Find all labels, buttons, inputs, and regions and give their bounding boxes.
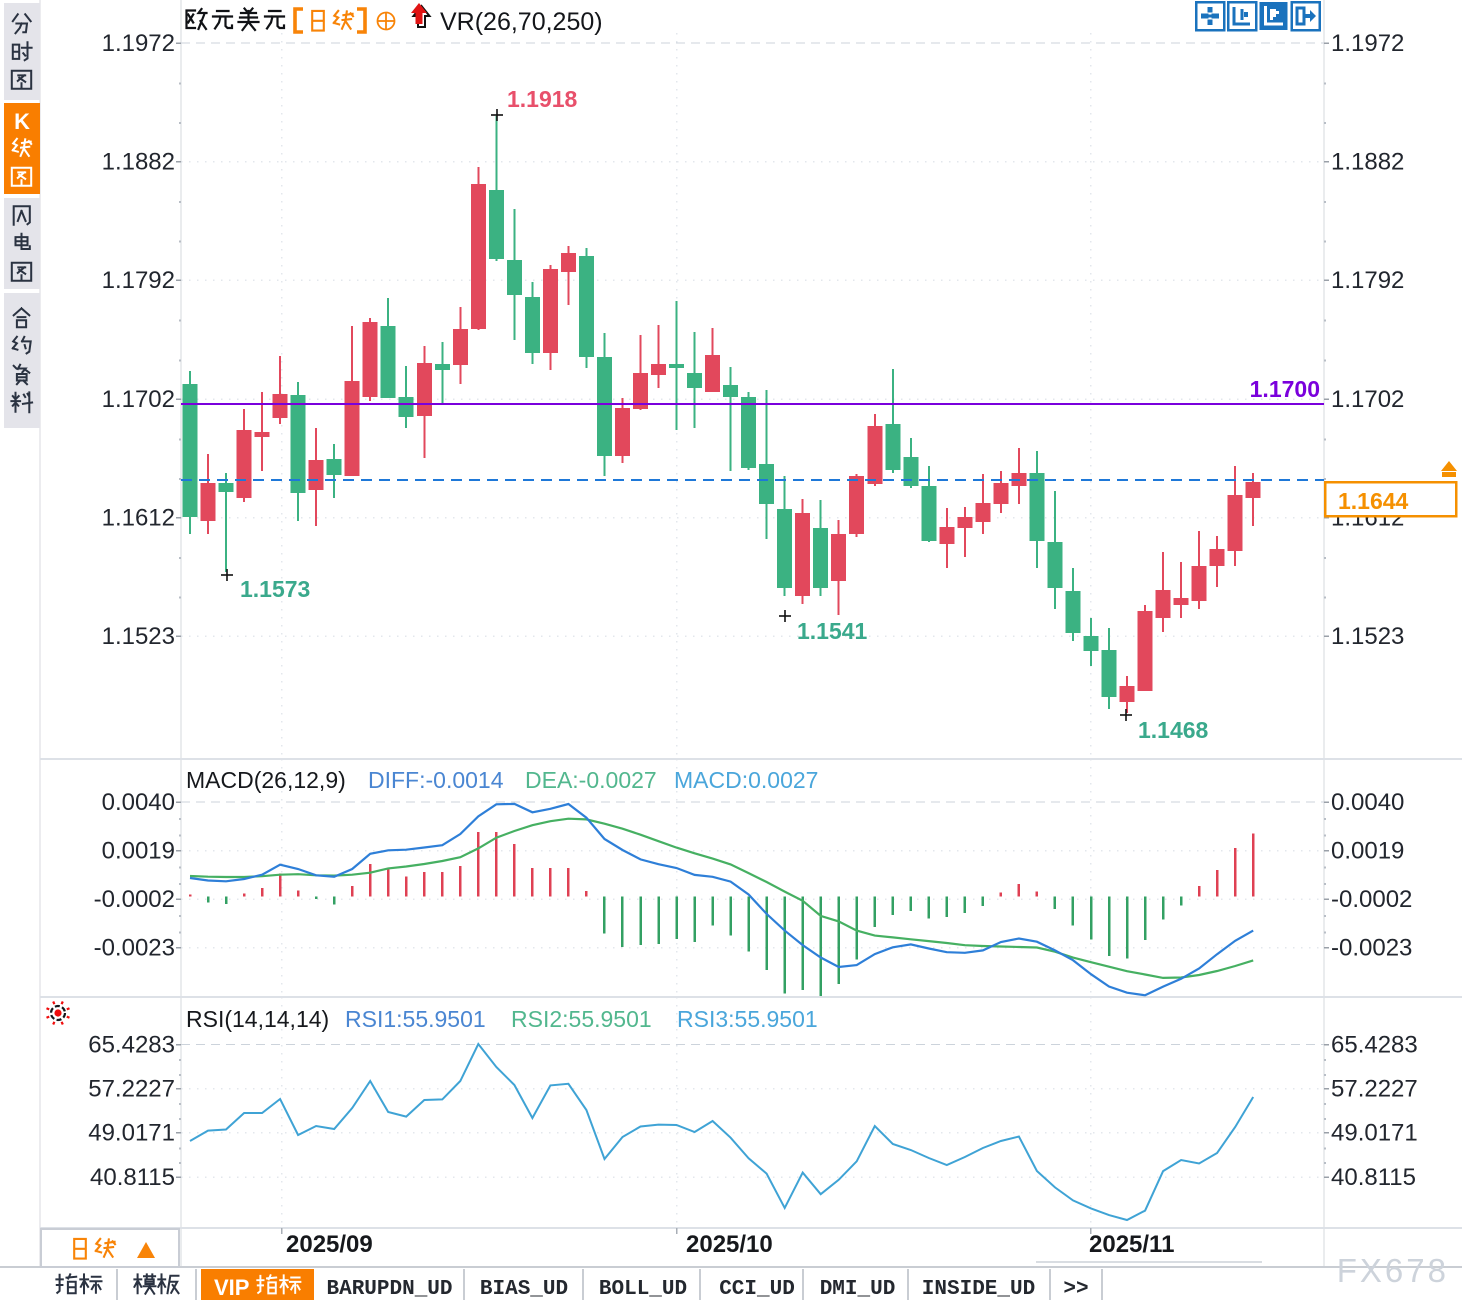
svg-text:1.1702: 1.1702 [1331,386,1404,413]
svg-text:RSI2:55.9501: RSI2:55.9501 [511,1006,652,1032]
svg-text:1.1972: 1.1972 [1331,30,1404,57]
svg-text:-0.0002: -0.0002 [94,886,175,913]
svg-text:MACD(26,12,9): MACD(26,12,9) [186,767,346,793]
svg-text:0.0040: 0.0040 [102,789,175,816]
svg-text:BIAS_UD: BIAS_UD [480,1278,568,1300]
svg-text:1.1972: 1.1972 [102,30,175,57]
svg-text:0.0040: 0.0040 [1331,789,1404,816]
svg-text:INSIDE_UD: INSIDE_UD [922,1278,1035,1300]
svg-text:1.1702: 1.1702 [102,386,175,413]
svg-text:65.4283: 65.4283 [1331,1032,1418,1059]
svg-text:-0.0023: -0.0023 [94,935,175,962]
svg-text:1.1882: 1.1882 [1331,149,1404,176]
svg-text:RSI(14,14,14): RSI(14,14,14) [186,1006,329,1032]
svg-text:40.8115: 40.8115 [90,1164,175,1191]
svg-text:57.2227: 57.2227 [1331,1076,1418,1103]
svg-text:DMI_UD: DMI_UD [820,1278,896,1300]
svg-text:1.1523: 1.1523 [102,623,175,650]
svg-text:2025/09: 2025/09 [286,1231,373,1258]
svg-text:FX678: FX678 [1337,1252,1449,1289]
svg-text:0.0019: 0.0019 [1331,838,1404,865]
svg-text:BARUPDN_UD: BARUPDN_UD [326,1278,452,1300]
svg-text:DEA:-0.0027: DEA:-0.0027 [525,767,657,793]
svg-text:1.1468: 1.1468 [1138,717,1209,743]
svg-text:RSI3:55.9501: RSI3:55.9501 [677,1006,818,1032]
svg-text:>>: >> [1063,1278,1088,1300]
svg-text:49.0171: 49.0171 [88,1120,175,1147]
svg-text:RSI1:55.9501: RSI1:55.9501 [345,1006,486,1032]
svg-text:0.0019: 0.0019 [102,838,175,865]
svg-text:40.8115: 40.8115 [1331,1164,1416,1191]
svg-text:1.1644: 1.1644 [1338,488,1409,514]
svg-text:CCI_UD: CCI_UD [719,1278,795,1300]
svg-text:65.4283: 65.4283 [88,1032,175,1059]
svg-text:1.1918: 1.1918 [507,86,578,112]
svg-text:2025/11: 2025/11 [1089,1231,1174,1258]
svg-text:VIP: VIP [214,1275,249,1300]
svg-text:DIFF:-0.0014: DIFF:-0.0014 [368,767,504,793]
svg-text:K: K [14,109,30,134]
svg-text:-0.0023: -0.0023 [1331,935,1412,962]
svg-text:1.1612: 1.1612 [102,505,175,532]
svg-text:1.1792: 1.1792 [102,267,175,294]
svg-text:BOLL_UD: BOLL_UD [599,1278,687,1300]
svg-text:VR(26,70,250): VR(26,70,250) [440,8,603,36]
svg-text:57.2227: 57.2227 [88,1076,175,1103]
svg-text:49.0171: 49.0171 [1331,1120,1418,1147]
svg-text:1.1541: 1.1541 [797,618,868,644]
svg-text:MACD:0.0027: MACD:0.0027 [674,767,818,793]
svg-text:1.1882: 1.1882 [102,149,175,176]
svg-text:1.1523: 1.1523 [1331,623,1404,650]
svg-text:-0.0002: -0.0002 [1331,886,1412,913]
svg-text:1.1792: 1.1792 [1331,267,1404,294]
svg-text:2025/10: 2025/10 [686,1231,773,1258]
svg-text:1.1573: 1.1573 [240,576,310,602]
svg-text:1.1700: 1.1700 [1250,376,1320,402]
